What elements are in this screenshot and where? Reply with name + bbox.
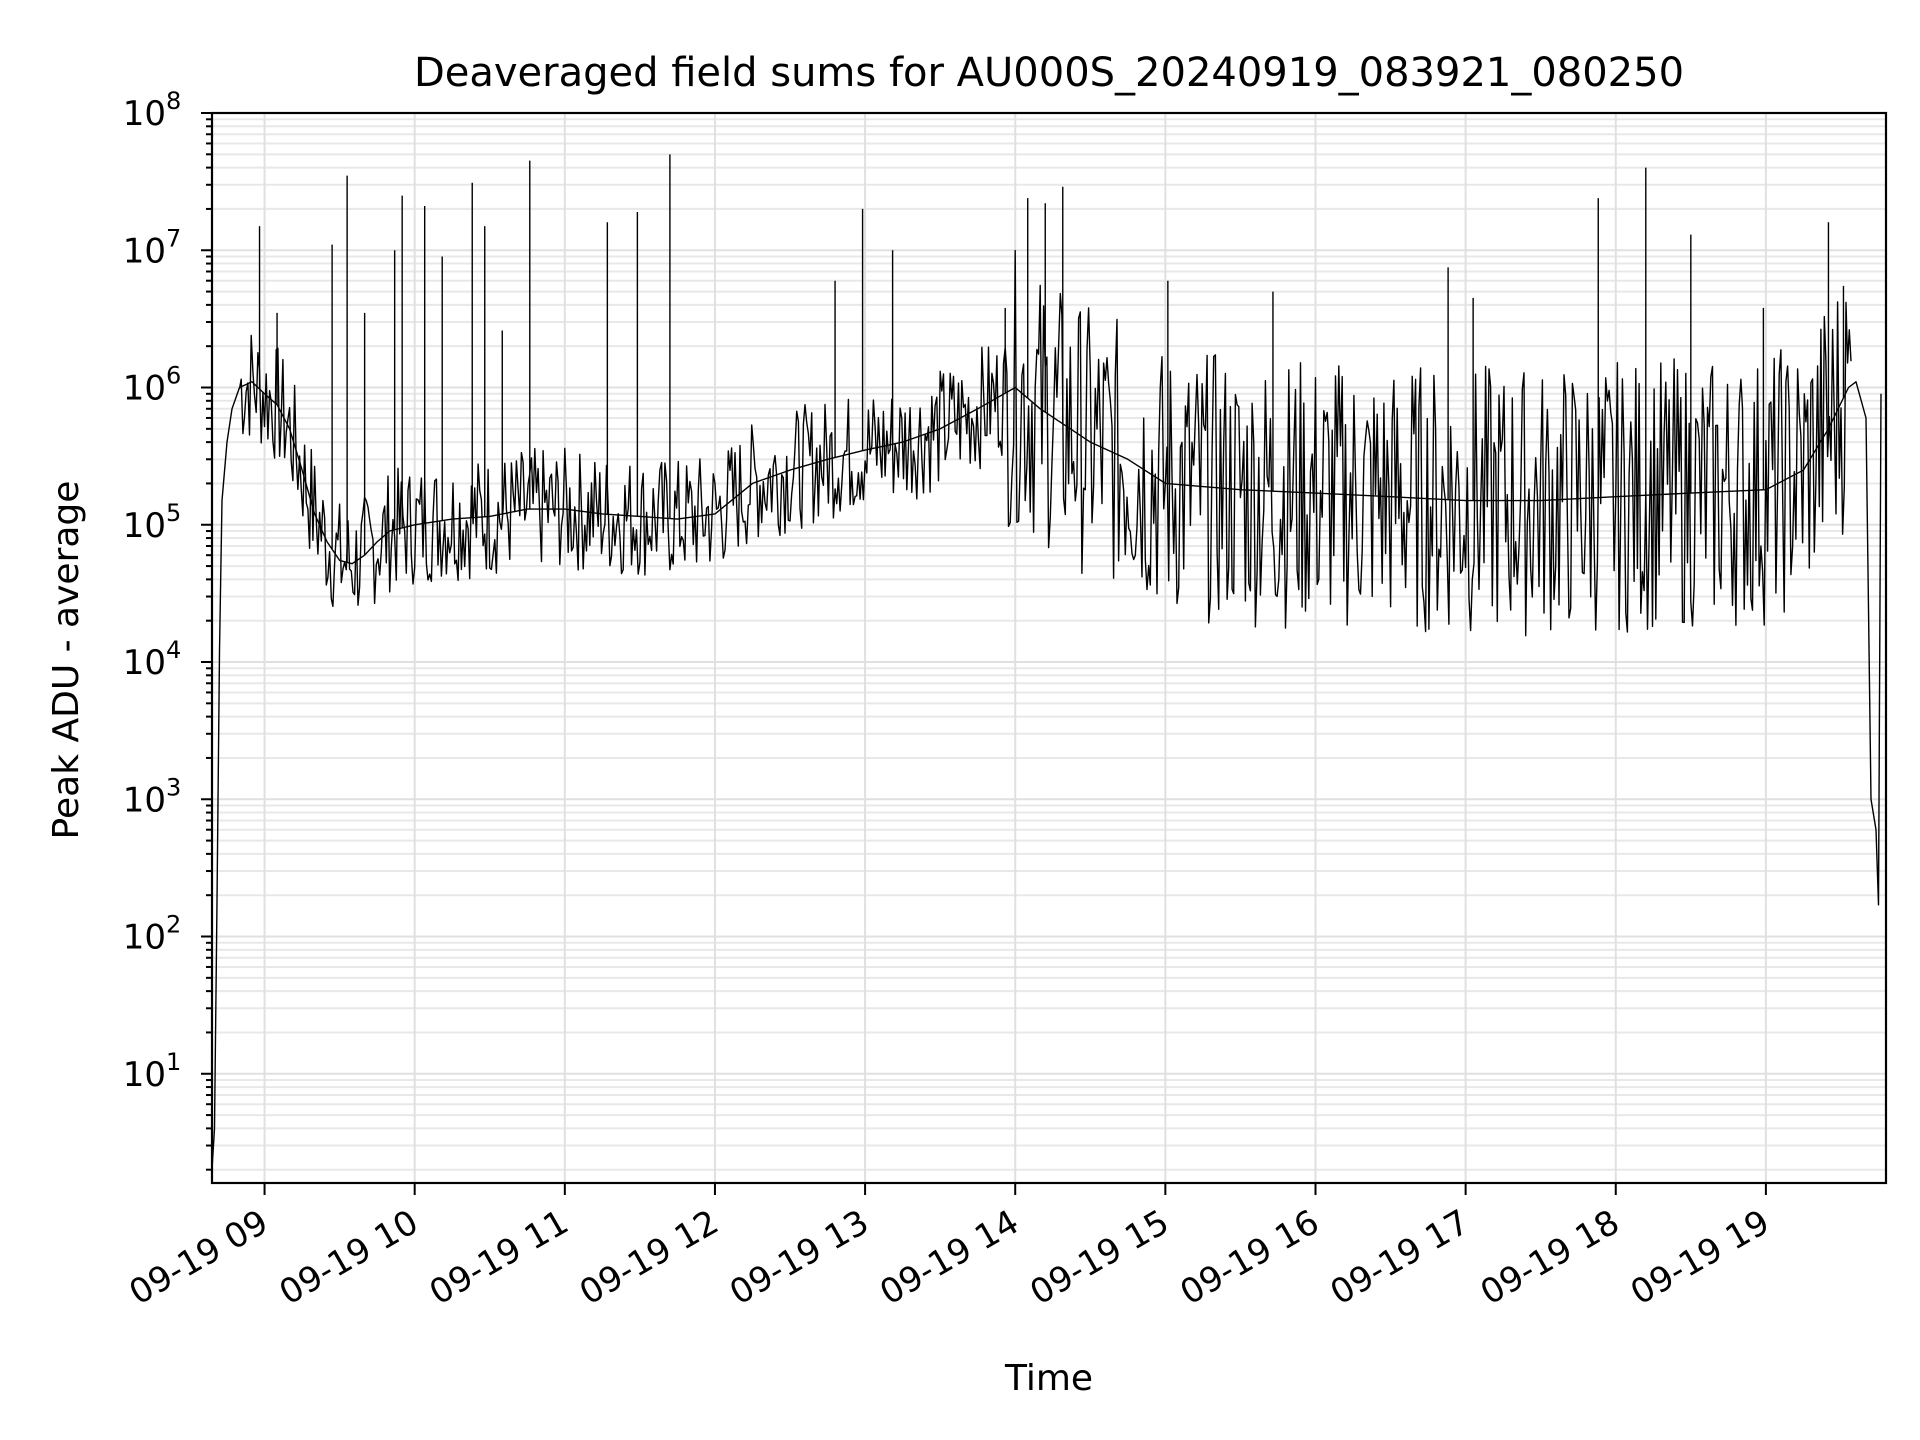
y-tick-base: 10 bbox=[123, 94, 166, 134]
y-tick-base: 10 bbox=[123, 369, 166, 409]
y-tick-exponent: 8 bbox=[166, 87, 181, 115]
y-tick-label: 107 bbox=[123, 224, 182, 271]
y-tick-base: 10 bbox=[123, 643, 166, 683]
axes-frame bbox=[210, 111, 1888, 1185]
y-tick-label: 108 bbox=[123, 87, 182, 134]
y-tick-exponent: 4 bbox=[166, 636, 181, 664]
y-tick-base: 10 bbox=[123, 231, 166, 271]
grid-lines bbox=[212, 112, 1886, 1183]
y-tick-exponent: 7 bbox=[166, 224, 181, 252]
y-axis-label: Peak ADU - average bbox=[46, 481, 87, 840]
y-tick-label: 104 bbox=[123, 636, 182, 683]
y-tick-label: 102 bbox=[123, 911, 182, 958]
y-tick-exponent: 5 bbox=[166, 499, 181, 527]
y-tick-base: 10 bbox=[123, 918, 166, 958]
y-tick-exponent: 2 bbox=[166, 911, 181, 939]
y-tick-base: 10 bbox=[123, 1055, 166, 1095]
y-tick-exponent: 1 bbox=[166, 1048, 181, 1076]
y-tick-base: 10 bbox=[123, 780, 166, 820]
y-tick-label: 103 bbox=[123, 773, 182, 820]
y-tick-exponent: 6 bbox=[166, 362, 181, 390]
y-tick-exponent: 3 bbox=[166, 773, 181, 801]
y-tick-label: 101 bbox=[123, 1048, 182, 1095]
y-tick-label: 106 bbox=[123, 362, 182, 409]
x-axis-label: Time bbox=[1004, 1358, 1093, 1399]
y-tick-base: 10 bbox=[123, 506, 166, 546]
y-tick-label: 105 bbox=[123, 499, 182, 546]
chart-title: Deaveraged field sums for AU000S_2024091… bbox=[414, 50, 1684, 96]
